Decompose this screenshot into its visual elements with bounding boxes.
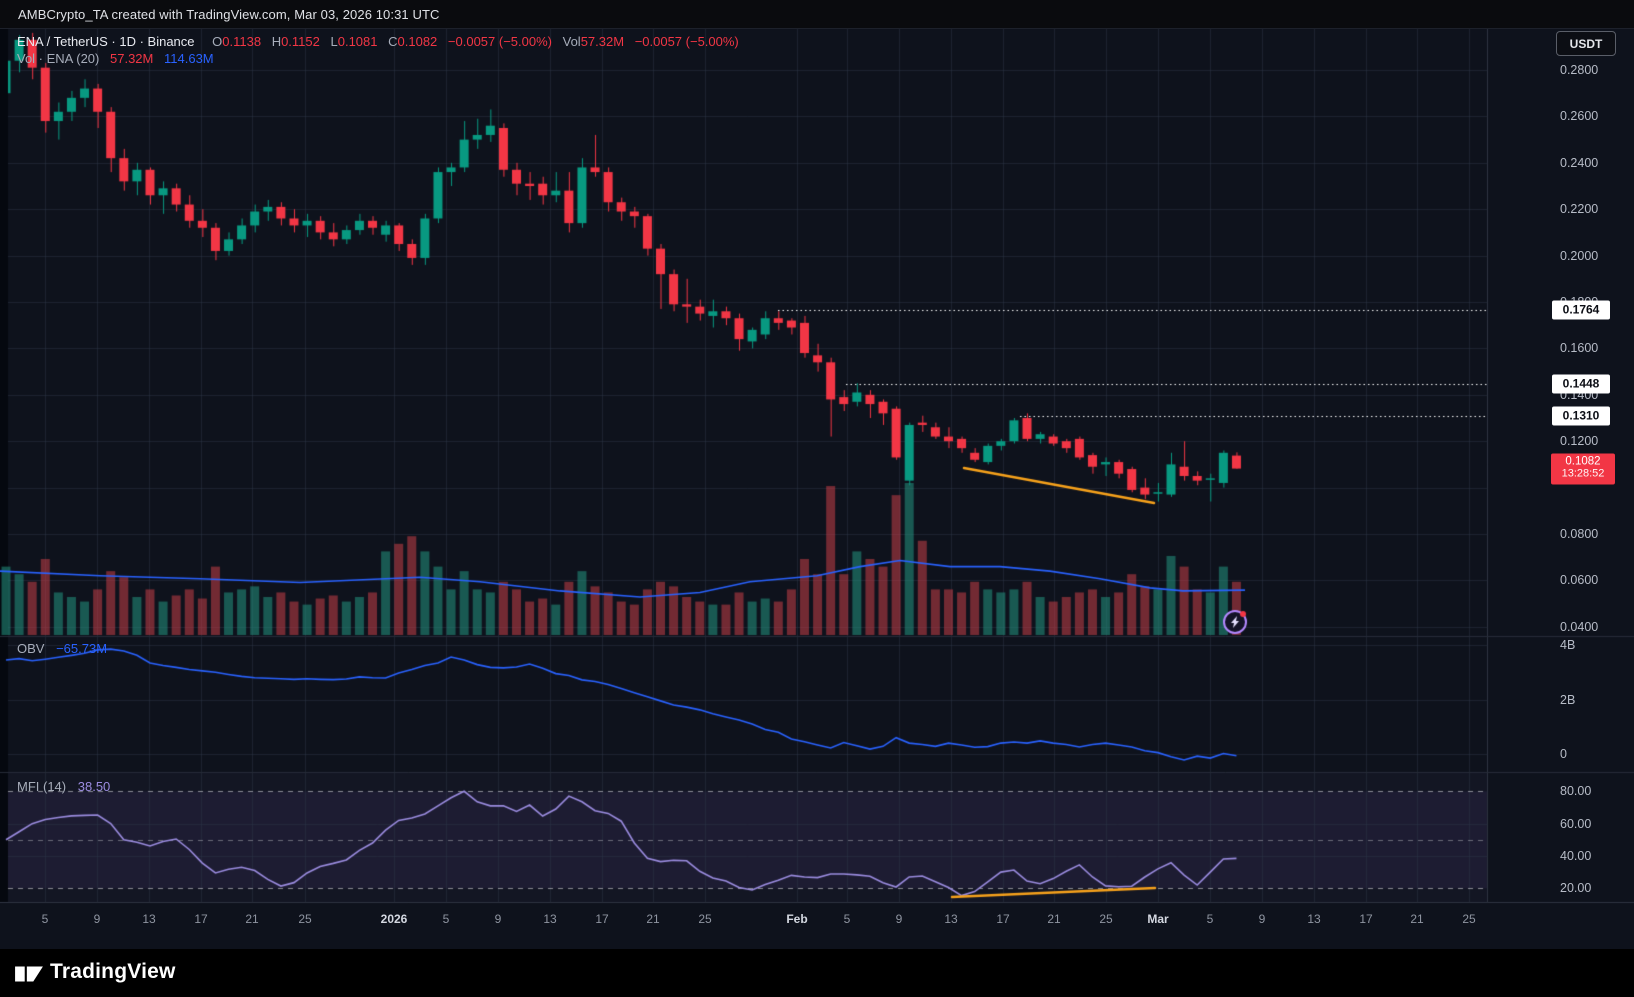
level-label-0.1310: 0.1310 — [1552, 406, 1610, 426]
vol-ma-value2: 114.63M — [164, 51, 214, 66]
price-tick-0.2400: 0.2400 — [1560, 155, 1599, 170]
price-tick-0.2200: 0.2200 — [1560, 202, 1599, 217]
tradingview-logo-icon[interactable] — [14, 960, 44, 988]
mfi-tick-80.00: 80.00 — [1560, 784, 1592, 799]
obv-label: OBV — [17, 641, 45, 656]
symbol-row: ENA / TetherUS · 1D · Binance O0.1138 H0… — [17, 33, 739, 50]
attribution-bar: AMBCrypto_TA created with TradingView.co… — [0, 0, 1634, 29]
price-scale[interactable]: 0.1082 13:28:52 0.2800 0.2600 0.2400 0.2200… — [1487, 28, 1634, 902]
time-tick-17: 17 — [996, 912, 1010, 926]
price-tick-0.2000: 0.2000 — [1560, 248, 1599, 263]
time-tick-21: 21 — [1047, 912, 1061, 926]
open-label: O — [212, 34, 223, 49]
symbol-title: ENA / TetherUS · 1D · Binance — [17, 34, 195, 49]
time-tick-13: 13 — [543, 912, 557, 926]
time-tick-5: 5 — [843, 912, 851, 926]
volume-value: 57.32M — [580, 34, 625, 49]
open-value: 0.1138 — [222, 34, 262, 49]
mfi-label: MFI (14) — [17, 779, 67, 794]
tradingview-wordmark[interactable]: TradingView — [50, 960, 176, 983]
obv-tick-0: 0 — [1560, 747, 1567, 761]
vol-ma-label: Vol · ENA (20) — [17, 51, 100, 66]
time-tick-13: 13 — [1307, 912, 1321, 926]
low-value: 0.1081 — [337, 34, 378, 49]
price-tick-0.2800: 0.2800 — [1560, 63, 1599, 77]
time-tick-25: 25 — [298, 912, 312, 926]
volume-indicator-row: Vol · ENA (20) 57.32M 114.63M — [17, 50, 739, 67]
time-tick-2026: 2026 — [380, 912, 408, 926]
high-label: H — [271, 34, 282, 49]
time-tick-13: 13 — [142, 912, 156, 926]
obv-legend[interactable]: OBV −65.73M — [17, 641, 107, 656]
time-tick-17: 17 — [1359, 912, 1373, 926]
last-price-value: 0.1082 — [1565, 455, 1601, 468]
price-tick-0.0600: 0.0600 — [1560, 573, 1599, 588]
time-tick-5: 5 — [41, 912, 49, 926]
obv-tick-4B: 4B — [1560, 638, 1576, 652]
mfi-tick-20.00: 20.00 — [1560, 881, 1592, 896]
time-axis[interactable]: 5 9 13 17 21 25 2026 5 9 13 17 21 25 Feb 5 9 13 17 21 25 Mar… — [0, 902, 1634, 949]
price-tick-0.0800: 0.0800 — [1560, 527, 1599, 541]
time-tick-Mar: Mar — [1147, 912, 1169, 926]
currency-toggle-button[interactable]: USDT — [1556, 31, 1616, 56]
time-tick-13: 13 — [944, 912, 958, 926]
time-tick-21: 21 — [646, 912, 660, 926]
time-tick-Feb: Feb — [786, 912, 808, 926]
time-tick-5: 5 — [442, 912, 450, 926]
price-tick-0.1600: 0.1600 — [1560, 341, 1599, 356]
time-tick-9: 9 — [895, 912, 903, 926]
close-value: 0.1082 — [397, 34, 438, 49]
chart-canvas[interactable] — [0, 0, 1634, 949]
volume-label: Vol — [562, 34, 581, 49]
price-tick-0.0400: 0.0400 — [1560, 619, 1599, 634]
obv-value: −65.73M — [56, 641, 108, 656]
time-tick-9: 9 — [93, 912, 101, 926]
volume-change: −0.0057 (−5.00%) — [634, 34, 739, 49]
vol-ma-value1: 57.32M — [110, 51, 154, 66]
low-label: L — [330, 34, 338, 49]
change-value: −0.0057 (−5.00%) — [447, 34, 552, 49]
mfi-legend[interactable]: MFI (14) 38.50 — [17, 779, 110, 794]
price-tick-0.2600: 0.2600 — [1560, 109, 1599, 124]
mfi-tick-60.00: 60.00 — [1560, 816, 1592, 831]
level-label-0.1448: 0.1448 — [1552, 374, 1610, 394]
time-tick-9: 9 — [494, 912, 502, 926]
time-tick-17: 17 — [194, 912, 208, 926]
time-tick-25: 25 — [1462, 912, 1476, 926]
time-tick-9: 9 — [1258, 912, 1266, 926]
close-label: C — [388, 34, 398, 49]
footer-bar: TradingView — [0, 949, 1634, 997]
mfi-tick-40.00: 40.00 — [1560, 848, 1592, 863]
bar-countdown: 13:28:52 — [1561, 467, 1605, 480]
time-tick-5: 5 — [1206, 912, 1214, 926]
level-label-0.1764: 0.1764 — [1552, 300, 1610, 320]
time-tick-21: 21 — [245, 912, 259, 926]
high-value: 0.1152 — [281, 34, 320, 49]
time-tick-17: 17 — [595, 912, 609, 926]
attribution-text: AMBCrypto_TA created with TradingView.co… — [18, 7, 440, 22]
time-tick-25: 25 — [1099, 912, 1113, 926]
time-tick-21: 21 — [1410, 912, 1424, 926]
price-tick-0.1200: 0.1200 — [1560, 434, 1599, 449]
symbol-legend[interactable]: ENA / TetherUS · 1D · Binance O0.1138 H0… — [17, 33, 739, 67]
mfi-value: 38.50 — [77, 779, 111, 794]
obv-tick-2B: 2B — [1560, 692, 1576, 707]
time-tick-25: 25 — [698, 912, 712, 926]
last-price-tag: 0.1082 13:28:52 — [1551, 453, 1615, 485]
